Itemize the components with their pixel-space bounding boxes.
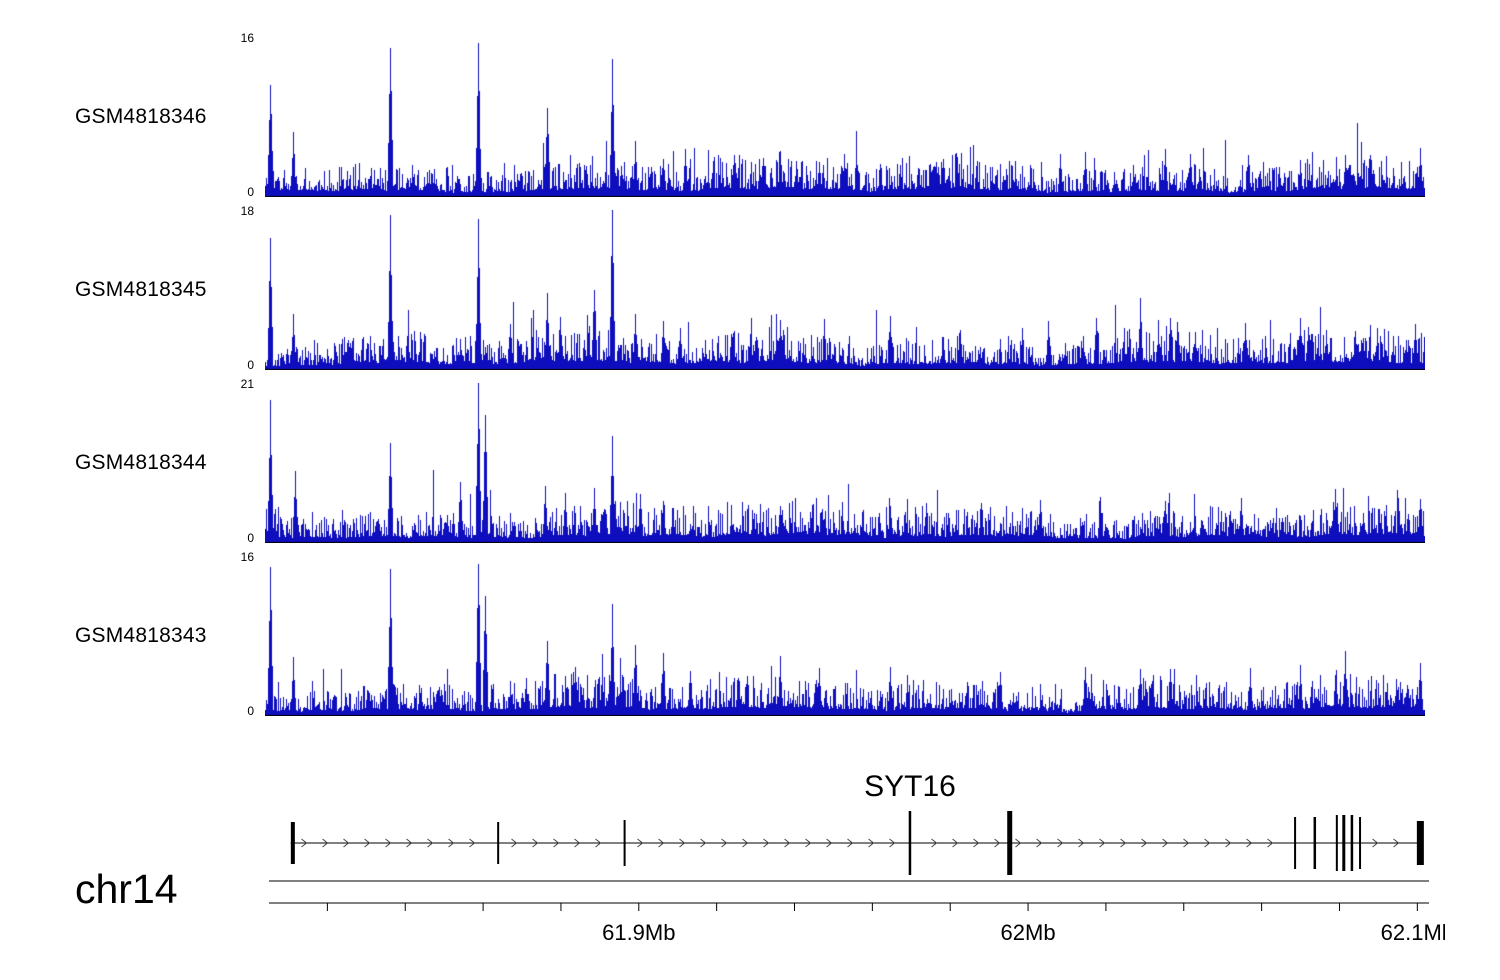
- track-y-axis: 16 0: [225, 550, 258, 718]
- strand-arrow-icon: [868, 838, 875, 848]
- coverage-signal-plot: [265, 210, 1425, 370]
- track-sample-label: GSM4818346: [75, 105, 207, 128]
- exon-mark: [1335, 815, 1338, 871]
- strand-arrow-icon: [1225, 838, 1232, 848]
- strand-arrow-icon: [973, 838, 980, 848]
- coverage-signal-plot: [265, 556, 1425, 716]
- strand-arrow-icon: [406, 838, 413, 848]
- strand-arrow-icon: [763, 838, 770, 848]
- track-sample-label: GSM4818344: [75, 451, 207, 474]
- ruler-tick-label: 61.9Mb: [602, 920, 675, 945]
- y-axis-min-label: 0: [247, 358, 254, 372]
- strand-arrow-icon: [1099, 838, 1106, 848]
- strand-arrow-icon: [1246, 838, 1253, 848]
- coverage-track: GSM4818344 21 0: [0, 377, 1500, 556]
- coverage-tracks-container: GSM4818346 16 0 GSM4818345 18 0 GSM48183…: [0, 31, 1500, 729]
- strand-arrow-icon: [343, 838, 350, 848]
- exon-mark: [908, 811, 912, 875]
- exon-mark: [1294, 817, 1297, 869]
- y-axis-max-label: 16: [240, 31, 254, 45]
- ruler-tick-label: 62.1Mb: [1381, 920, 1445, 945]
- exon-mark: [1350, 815, 1354, 871]
- strand-arrow-icon: [427, 838, 434, 848]
- exon-mark: [1359, 817, 1362, 869]
- strand-arrow-icon: [511, 838, 518, 848]
- strand-arrow-icon: [532, 838, 539, 848]
- strand-arrow-icon: [1372, 838, 1379, 848]
- strand-arrow-icon: [1057, 838, 1064, 848]
- strand-arrow-icon: [1162, 838, 1169, 848]
- coordinate-ruler: 61.9Mb 62Mb 62.1Mb: [269, 880, 1445, 945]
- strand-arrow-icon: [700, 838, 707, 848]
- track-sample-label: GSM4818343: [75, 624, 207, 647]
- exon-mark: [1342, 815, 1346, 871]
- coverage-track: GSM4818343 16 0: [0, 550, 1500, 729]
- strand-arrow-icon: [931, 838, 938, 848]
- track-sample-label: GSM4818345: [75, 278, 207, 301]
- strand-arrow-icon: [1120, 838, 1127, 848]
- strand-arrow-icon: [679, 838, 686, 848]
- strand-arrow-icon: [1204, 838, 1211, 848]
- strand-arrow-icon: [448, 838, 455, 848]
- y-axis-min-label: 0: [247, 185, 254, 199]
- gene-model-track: [290, 811, 1424, 875]
- strand-arrow-icon: [826, 838, 833, 848]
- strand-arrow-icon: [301, 838, 308, 848]
- strand-arrow-icon: [322, 838, 329, 848]
- ruler-tick-label: 62Mb: [1001, 920, 1056, 945]
- coverage-signal-plot: [265, 383, 1425, 543]
- strand-arrow-icon: [1393, 838, 1400, 848]
- strand-arrow-icon: [721, 838, 728, 848]
- strand-arrow-icon: [1036, 838, 1043, 848]
- y-axis-min-label: 0: [247, 704, 254, 718]
- track-y-axis: 16 0: [225, 31, 258, 199]
- chromosome-label: chr14: [75, 866, 178, 912]
- strand-arrow-icon: [952, 838, 959, 848]
- exon-mark: [497, 822, 500, 864]
- exon-mark: [1416, 821, 1424, 865]
- strand-arrow-icon: [742, 838, 749, 848]
- strand-arrow-icon: [994, 838, 1001, 848]
- gene-label-row: SYT16: [265, 770, 1425, 804]
- strand-arrow-icon: [1078, 838, 1085, 848]
- track-y-axis: 18 0: [225, 204, 258, 372]
- strand-arrow-icon: [385, 838, 392, 848]
- coverage-signal-plot: [265, 37, 1425, 197]
- strand-arrow-icon: [1015, 838, 1022, 848]
- coverage-track: GSM4818346 16 0: [0, 31, 1500, 210]
- strand-arrow-icon: [364, 838, 371, 848]
- strand-arrow-icon: [574, 838, 581, 848]
- strand-arrow-icon: [637, 838, 644, 848]
- exon-mark: [1313, 817, 1317, 869]
- strand-arrow-icon: [805, 838, 812, 848]
- strand-arrow-icon: [658, 838, 665, 848]
- coverage-track: GSM4818345 18 0: [0, 204, 1500, 383]
- strand-arrow-icon: [1267, 838, 1274, 848]
- strand-arrow-icon: [469, 838, 476, 848]
- y-axis-max-label: 16: [240, 550, 254, 564]
- strand-arrow-icon: [553, 838, 560, 848]
- strand-arrow-icon: [1141, 838, 1148, 848]
- strand-arrow-icon: [1183, 838, 1190, 848]
- y-axis-max-label: 18: [240, 204, 254, 218]
- strand-arrow-icon: [847, 838, 854, 848]
- exon-mark: [290, 822, 295, 864]
- y-axis-max-label: 21: [240, 377, 254, 391]
- exon-mark: [623, 820, 626, 866]
- strand-arrow-icon: [889, 838, 896, 848]
- gene-name: SYT16: [864, 770, 956, 803]
- y-axis-min-label: 0: [247, 531, 254, 545]
- strand-arrow-icon: [784, 838, 791, 848]
- strand-arrow-icon: [595, 838, 602, 848]
- exon-mark: [1007, 811, 1013, 875]
- track-y-axis: 21 0: [225, 377, 258, 545]
